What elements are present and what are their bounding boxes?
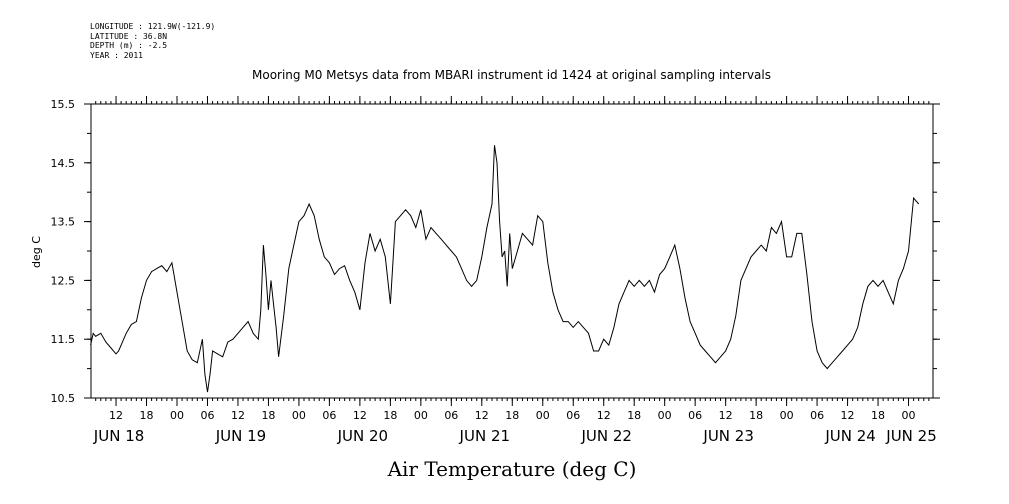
chart-title: Mooring M0 Metsys data from MBARI instru… xyxy=(252,68,771,82)
x-hour-label: 18 xyxy=(871,409,885,422)
series-group xyxy=(90,145,920,393)
y-axis-label: deg C xyxy=(30,236,43,268)
metadata-block: LONGITUDE : 121.9W(-121.9) LATITUDE : 36… xyxy=(90,22,215,60)
y-tick-label: 14.5 xyxy=(51,157,76,170)
y-tick-label: 12.5 xyxy=(51,274,76,287)
x-hour-label: 12 xyxy=(597,409,611,422)
x-hour-label: 18 xyxy=(261,409,275,422)
x-hour-label: 00 xyxy=(414,409,428,422)
x-hour-label: 00 xyxy=(902,409,916,422)
x-day-label: JUN 21 xyxy=(459,427,510,445)
ticks-group xyxy=(84,96,940,406)
x-day-label: JUN 25 xyxy=(885,427,936,445)
x-hour-label: 18 xyxy=(749,409,763,422)
x-hour-label: 12 xyxy=(719,409,733,422)
x-hour-label: 12 xyxy=(231,409,245,422)
y-tick-label: 11.5 xyxy=(51,333,76,346)
x-hour-label: 00 xyxy=(292,409,306,422)
x-hour-label: 06 xyxy=(566,409,580,422)
year-label: YEAR : 2011 xyxy=(90,50,143,60)
x-hour-label: 00 xyxy=(536,409,550,422)
x-day-label: JUN 22 xyxy=(580,427,631,445)
depth-label: DEPTH (m) : -2.5 xyxy=(90,41,168,50)
x-day-label: JUN 23 xyxy=(702,427,753,445)
air-temperature-line xyxy=(90,145,920,393)
x-hour-label: 12 xyxy=(109,409,123,422)
tick-labels-group: 10.5 11.5 12.5 13.5 14.5 15.5 12 18 00 06 12 18 00 06… xyxy=(51,98,937,445)
x-day-label: JUN 18 xyxy=(93,427,144,445)
latitude-label: LATITUDE : 36.8N xyxy=(90,31,168,41)
x-hour-label: 06 xyxy=(810,409,824,422)
x-day-label: JUN 19 xyxy=(215,427,266,445)
y-tick-label: 10.5 xyxy=(51,392,76,405)
x-hour-label: 12 xyxy=(353,409,367,422)
x-hour-label: 00 xyxy=(170,409,184,422)
x-hour-label: 06 xyxy=(688,409,702,422)
x-hour-label: 18 xyxy=(505,409,519,422)
y-tick-label: 13.5 xyxy=(51,216,76,229)
x-hour-label: 18 xyxy=(627,409,641,422)
x-hour-label: 12 xyxy=(841,409,855,422)
y-tick-label: 15.5 xyxy=(51,98,76,111)
x-hour-label: 06 xyxy=(200,409,214,422)
x-hour-label: 12 xyxy=(475,409,489,422)
x-hour-label: 00 xyxy=(658,409,672,422)
x-day-label: JUN 24 xyxy=(824,427,875,445)
x-day-label: JUN 20 xyxy=(337,427,388,445)
x-hour-label: 06 xyxy=(444,409,458,422)
x-hour-label: 00 xyxy=(780,409,794,422)
x-hour-label: 18 xyxy=(140,409,154,422)
x-axis-label: Air Temperature (deg C) xyxy=(387,457,637,481)
x-hour-label: 06 xyxy=(322,409,336,422)
longitude-label: LONGITUDE : 121.9W(-121.9) xyxy=(90,22,216,31)
x-hour-label: 18 xyxy=(383,409,397,422)
